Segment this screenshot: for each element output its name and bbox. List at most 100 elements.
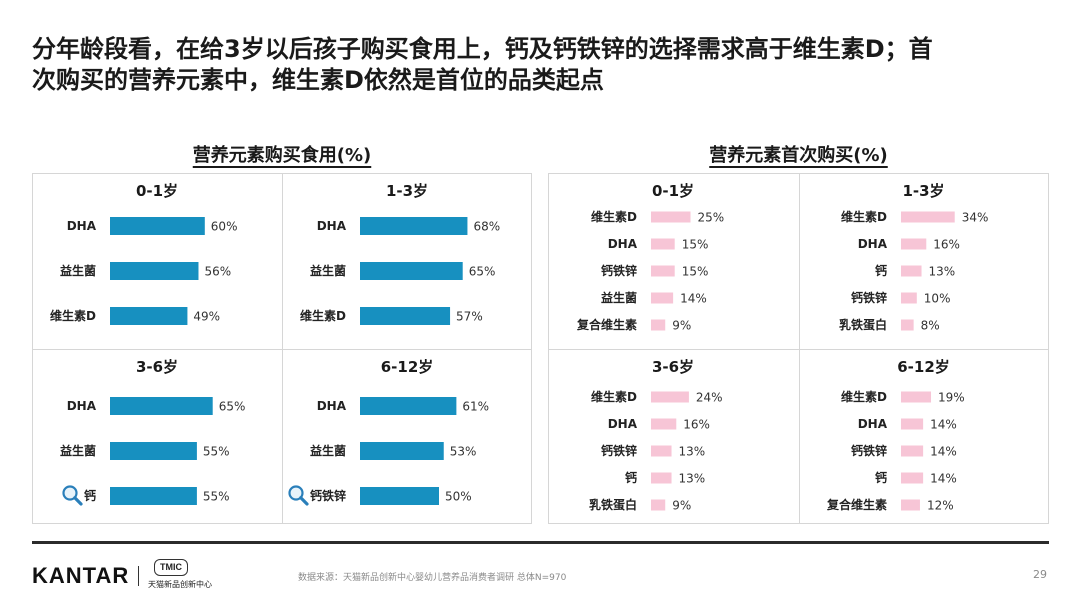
first-purchase-category-label: DHA bbox=[608, 417, 638, 431]
first-purchase-bar bbox=[651, 499, 666, 511]
usage-category-label: 益生菌 bbox=[310, 443, 346, 458]
first-purchase-category-label: 益生菌 bbox=[601, 290, 637, 305]
panel-divider-horizontal bbox=[33, 349, 531, 350]
first-purchase-bar bbox=[651, 418, 677, 430]
usage-bar bbox=[360, 397, 457, 415]
usage-bar bbox=[360, 307, 451, 325]
first-purchase-panel-title: 3-6岁 bbox=[652, 358, 694, 376]
first-purchase-bar bbox=[651, 472, 672, 484]
usage-value-label: 50% bbox=[445, 490, 472, 504]
first-purchase-bar bbox=[901, 292, 917, 304]
first-purchase-value-label: 16% bbox=[683, 418, 710, 432]
logo-separator bbox=[138, 566, 139, 586]
first-purchase-bar bbox=[901, 319, 914, 331]
first-purchase-value-label: 14% bbox=[930, 445, 957, 459]
first-purchase-bar bbox=[901, 418, 924, 430]
usage-panel-title: 3-6岁 bbox=[136, 358, 178, 376]
first-purchase-value-label: 14% bbox=[680, 292, 707, 306]
page-number: 29 bbox=[1033, 568, 1047, 581]
usage-bar bbox=[360, 442, 444, 460]
usage-panel-title: 6-12岁 bbox=[381, 358, 434, 376]
usage-category-label: 益生菌 bbox=[60, 443, 96, 458]
first-purchase-value-label: 14% bbox=[930, 472, 957, 486]
usage-value-label: 55% bbox=[203, 490, 230, 504]
usage-bar bbox=[110, 217, 205, 235]
first-purchase-chart-frame bbox=[548, 173, 1049, 524]
usage-bar bbox=[110, 262, 199, 280]
first-purchase-category-label: 维生素D bbox=[841, 389, 887, 404]
first-purchase-value-label: 13% bbox=[679, 445, 706, 459]
usage-category-label: DHA bbox=[67, 219, 97, 233]
usage-category-label: 维生素D bbox=[300, 308, 346, 323]
first-purchase-category-label: 乳铁蛋白 bbox=[839, 317, 887, 332]
first-purchase-category-label: 钙铁锌 bbox=[851, 443, 887, 458]
first-purchase-value-label: 15% bbox=[682, 265, 709, 279]
first-purchase-value-label: 24% bbox=[696, 391, 723, 405]
first-purchase-value-label: 16% bbox=[933, 238, 960, 252]
usage-category-label: DHA bbox=[67, 399, 97, 413]
first-purchase-category-label: 乳铁蛋白 bbox=[589, 497, 637, 512]
first-purchase-bar bbox=[901, 265, 922, 277]
first-purchase-value-label: 25% bbox=[698, 211, 725, 225]
slide-title-line-1: 分年龄段看，在给3岁以后孩子购买食用上，钙及钙铁锌的选择需求高于维生素D；首 bbox=[32, 35, 933, 63]
first-purchase-value-label: 13% bbox=[929, 265, 956, 279]
first-purchase-bar bbox=[901, 472, 924, 484]
first-purchase-bar bbox=[651, 211, 691, 223]
tmic-name: 天猫新品创新中心 bbox=[148, 580, 212, 589]
usage-bar bbox=[110, 397, 213, 415]
first-purchase-category-label: DHA bbox=[858, 417, 888, 431]
slide-title-line-2: 次购买的营养元素中，维生素D依然是首位的品类起点 bbox=[32, 66, 604, 94]
usage-category-label: DHA bbox=[317, 399, 347, 413]
usage-value-label: 57% bbox=[456, 310, 483, 324]
first-purchase-category-label: 钙铁锌 bbox=[601, 443, 637, 458]
usage-value-label: 65% bbox=[469, 265, 496, 279]
usage-value-label: 53% bbox=[450, 445, 477, 459]
usage-value-label: 61% bbox=[462, 400, 489, 414]
footer-rule bbox=[32, 541, 1049, 544]
first-purchase-bar bbox=[901, 391, 932, 403]
panel-divider-horizontal bbox=[549, 349, 1048, 350]
usage-category-label: 益生菌 bbox=[310, 263, 346, 278]
first-purchase-panel-title: 6-12岁 bbox=[897, 358, 950, 376]
first-purchase-value-label: 9% bbox=[672, 499, 691, 513]
magnifier-icon-lens bbox=[288, 485, 304, 501]
first-purchase-value-label: 9% bbox=[672, 319, 691, 333]
usage-bar bbox=[360, 262, 463, 280]
first-purchase-category-label: 钙 bbox=[875, 470, 887, 485]
first-purchase-bar bbox=[651, 265, 675, 277]
first-purchase-value-label: 14% bbox=[930, 418, 957, 432]
first-purchase-value-label: 13% bbox=[679, 472, 706, 486]
usage-value-label: 68% bbox=[473, 220, 500, 234]
usage-bar bbox=[110, 487, 197, 505]
first-purchase-value-label: 10% bbox=[924, 292, 951, 306]
usage-category-label: 维生素D bbox=[50, 308, 96, 323]
first-purchase-bar bbox=[901, 499, 920, 511]
usage-category-label: DHA bbox=[317, 219, 347, 233]
usage-panel-title: 0-1岁 bbox=[136, 182, 178, 200]
first-purchase-value-label: 19% bbox=[938, 391, 965, 405]
first-purchase-value-label: 34% bbox=[962, 211, 989, 225]
first-purchase-bar bbox=[901, 211, 955, 223]
first-purchase-category-label: 钙铁锌 bbox=[601, 263, 637, 278]
usage-bar bbox=[360, 217, 468, 235]
magnifier-icon-handle bbox=[73, 496, 83, 506]
usage-value-label: 65% bbox=[219, 400, 246, 414]
tmic-badge: TMIC bbox=[154, 559, 188, 576]
usage-section-title: 营养元素购买食用(%) bbox=[192, 145, 372, 166]
first-purchase-category-label: DHA bbox=[608, 237, 638, 251]
usage-panel-title: 1-3岁 bbox=[386, 182, 428, 200]
source-note: 数据来源：天猫新品创新中心婴幼儿营养品消费者调研 总体N=970 bbox=[298, 573, 567, 583]
first-purchase-value-label: 12% bbox=[927, 499, 954, 513]
usage-bar bbox=[110, 307, 188, 325]
first-purchase-value-label: 8% bbox=[921, 319, 940, 333]
usage-value-label: 56% bbox=[204, 265, 231, 279]
first-purchase-category-label: 维生素D bbox=[591, 389, 637, 404]
slide-title: 分年龄段看，在给3岁以后孩子购买食用上，钙及钙铁锌的选择需求高于维生素D；首 次… bbox=[32, 34, 1042, 96]
usage-category-label: 益生菌 bbox=[60, 263, 96, 278]
usage-value-label: 55% bbox=[203, 445, 230, 459]
first-purchase-bar bbox=[651, 445, 672, 457]
first-purchase-category-label: 钙 bbox=[875, 263, 887, 278]
first-purchase-category-label: DHA bbox=[858, 237, 888, 251]
first-purchase-category-label: 复合维生素 bbox=[576, 317, 637, 332]
